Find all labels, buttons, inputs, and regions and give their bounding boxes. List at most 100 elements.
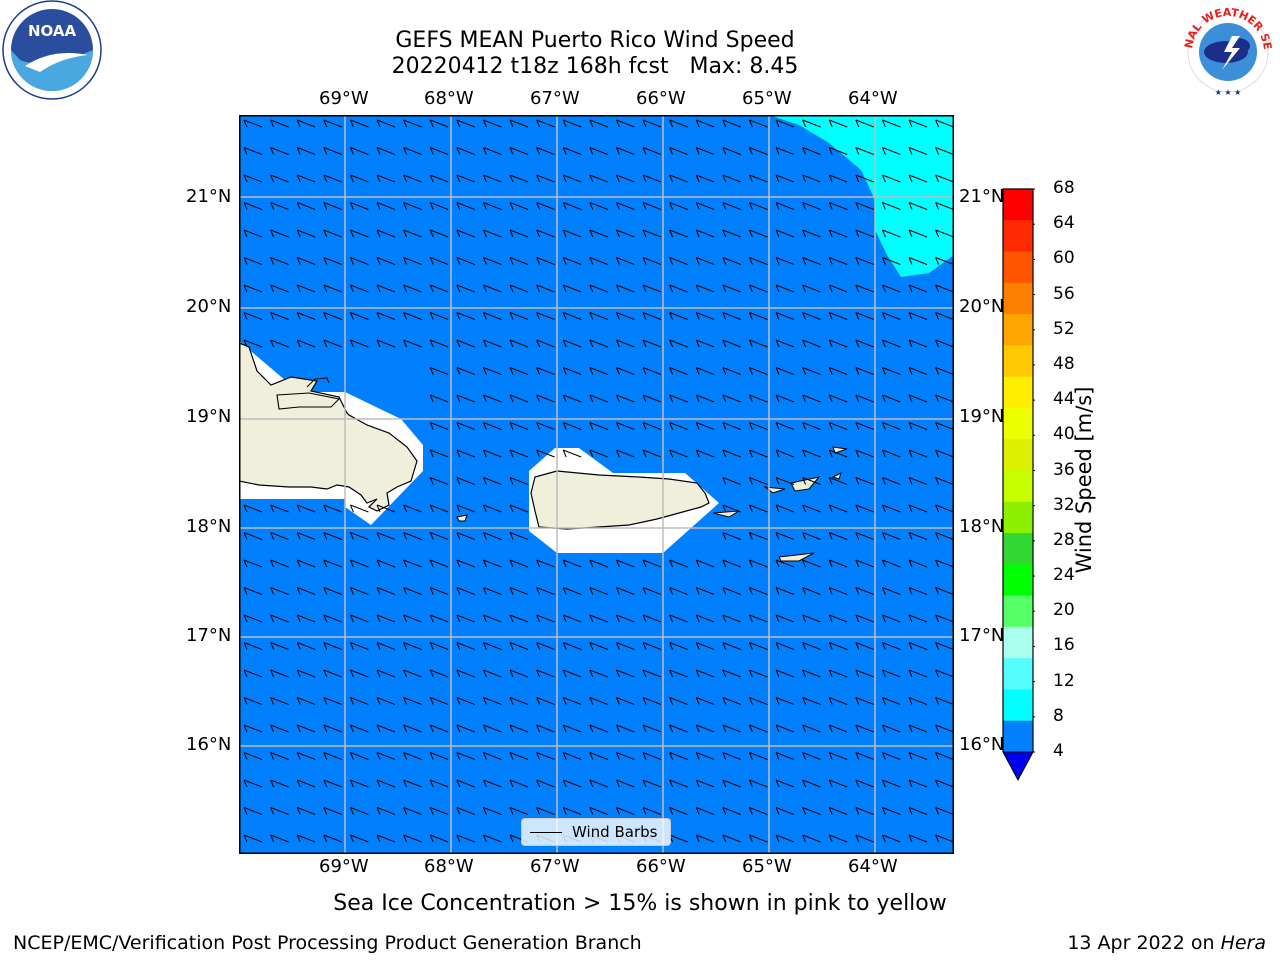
wind-barb (296, 642, 316, 650)
wind-barb (429, 284, 449, 293)
wind-barb (429, 532, 449, 540)
wind-barb (589, 559, 608, 568)
wind-barb (403, 174, 422, 183)
wind-barb (615, 394, 635, 403)
wind-barb (855, 779, 874, 788)
wind-barb (669, 174, 688, 183)
wind-barb (802, 367, 821, 375)
wind-barb (881, 807, 901, 815)
wind-barb (243, 587, 263, 595)
wind-barb (376, 669, 396, 678)
wind-barb (615, 642, 635, 650)
wind-barb (349, 174, 369, 183)
wind-barb (722, 779, 741, 788)
wind-barb (802, 559, 821, 568)
wind-barb (456, 834, 475, 843)
wind-barb (775, 587, 795, 595)
wind-barb (908, 752, 928, 760)
wind-barb (828, 477, 848, 485)
wind-barb (802, 284, 821, 293)
wind-barb (403, 202, 422, 210)
wind-barb (296, 669, 316, 678)
wind-barb (855, 257, 874, 265)
wind-barb (695, 834, 715, 843)
wind-barb (536, 559, 555, 568)
wind-barb (376, 147, 396, 155)
wind-barb (615, 614, 635, 623)
wind-barb (243, 119, 263, 128)
wind-barb (935, 284, 954, 293)
wind-barb (403, 229, 422, 238)
virgin-islands (763, 446, 848, 494)
wind-barb (270, 779, 289, 788)
wind-barb (296, 807, 316, 815)
wind-barb (722, 257, 741, 265)
wind-barb (429, 834, 449, 843)
wind-barb (855, 587, 874, 595)
wind-barb (642, 669, 662, 678)
wind-barb (482, 532, 502, 540)
wind-barb (695, 229, 715, 238)
wind-barb (243, 669, 263, 678)
wind-barb (935, 614, 954, 623)
wind-barb (775, 834, 795, 843)
wind-barb (562, 339, 582, 348)
wind-barb (349, 587, 369, 595)
wind-barb (615, 422, 635, 430)
wind-barb (562, 642, 582, 650)
wind-barb (456, 422, 475, 430)
wind-barb (429, 559, 449, 568)
wind-barb (642, 724, 662, 733)
wind-barb (695, 779, 715, 788)
wind-barb (376, 779, 396, 788)
wind-barb (429, 229, 449, 238)
wind-barb (855, 697, 874, 705)
wind-barb (908, 834, 928, 843)
wind-barb (855, 559, 874, 568)
wind-barb (642, 394, 662, 403)
wind-barb (376, 614, 396, 623)
wind-barb (429, 752, 449, 760)
wind-barb (802, 312, 821, 320)
wind-barb (403, 834, 422, 843)
legend-line-sample (530, 832, 562, 833)
wind-barb (349, 669, 369, 678)
wind-barb (349, 532, 369, 540)
wind-barb (323, 174, 342, 183)
wind-barb (562, 449, 582, 458)
wind-barb (323, 587, 342, 595)
wind-barb (296, 339, 316, 348)
wind-barb (589, 312, 608, 320)
colorbar-segment (1003, 720, 1033, 753)
wind-barb (722, 202, 741, 210)
wind-barb (429, 779, 449, 788)
wind-barb (376, 752, 396, 760)
wind-barb (802, 449, 821, 458)
wind-barb (509, 477, 529, 485)
wind-barb (429, 449, 449, 458)
wind-barb (695, 257, 715, 265)
wind-barb (908, 587, 928, 595)
wind-barb (802, 834, 821, 843)
wind-barb (562, 779, 582, 788)
wind-barb (403, 587, 422, 595)
wind-barb (456, 339, 475, 348)
wind-barb (775, 312, 795, 320)
lat-tick-left-17n: 17°N (186, 625, 232, 646)
wind-barb (270, 642, 289, 650)
wind-barb (881, 752, 901, 760)
lon-tick-top-69w: 69°W (319, 88, 369, 109)
wind-barb (748, 119, 768, 128)
wind-barb (722, 697, 741, 705)
wind-barb (509, 504, 529, 513)
wind-barb (855, 312, 874, 320)
wind-barb (748, 312, 768, 320)
wind-barb (748, 834, 768, 843)
wind-barb (908, 174, 928, 183)
wind-barb (775, 614, 795, 623)
wind-barb (935, 147, 954, 155)
wind-barb (562, 174, 582, 183)
wind-barb (828, 697, 848, 705)
wind-barb (775, 174, 795, 183)
wind-barb (615, 697, 635, 705)
